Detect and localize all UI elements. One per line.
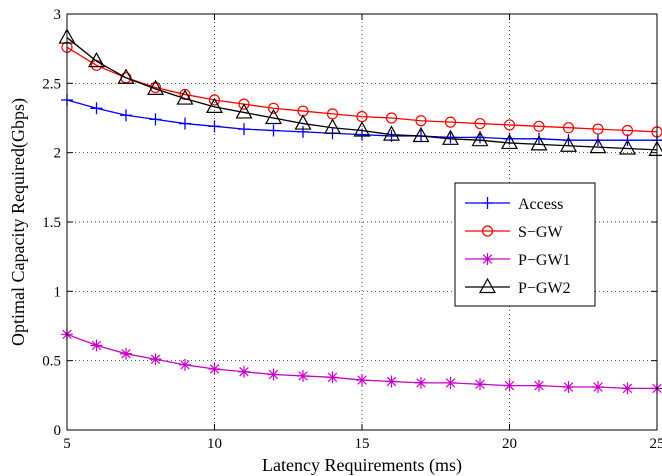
y-axis-title: Optimal Capacity Required(Gbps): [8, 98, 29, 346]
legend-marker: [481, 197, 494, 209]
x-tick-label: 10: [207, 436, 222, 452]
data-point: [471, 130, 489, 147]
data-point: [297, 125, 309, 138]
data-point: [323, 118, 342, 134]
data-point: [592, 123, 604, 135]
legend-entry: P−GW1: [465, 252, 571, 269]
series-Access: [61, 93, 662, 147]
data-point: [415, 376, 427, 389]
x-tick-label: 15: [355, 436, 370, 452]
data-point: [500, 133, 519, 150]
series-P−GW1: [61, 328, 662, 395]
data-point: [562, 134, 575, 147]
x-tick-label: 25: [650, 436, 662, 452]
legend-label: P−GW1: [518, 252, 571, 269]
data-point: [503, 379, 516, 392]
data-point: [87, 51, 106, 68]
data-point: [533, 379, 545, 392]
legend-label: P−GW2: [518, 280, 571, 297]
data-point: [238, 365, 250, 378]
data-point: [117, 68, 135, 84]
data-point: [562, 381, 575, 394]
x-axis-title: Latency Requirements (ms): [262, 455, 462, 476]
data-point: [120, 109, 132, 122]
data-point: [146, 79, 165, 95]
data-point: [589, 137, 607, 154]
legend: Access S−GW P−GW1 P−GW2: [454, 182, 596, 307]
data-point: [149, 113, 162, 126]
y-tick-label: 1.5: [42, 215, 61, 231]
data-point: [356, 374, 368, 387]
series-group: [58, 28, 662, 395]
data-point: [415, 115, 427, 127]
data-point: [326, 371, 339, 384]
y-tick-label: 3: [54, 7, 62, 23]
data-point: [208, 94, 221, 106]
data-point: [205, 97, 224, 114]
data-point: [444, 376, 457, 389]
data-point: [179, 117, 191, 130]
data-point: [648, 140, 662, 156]
data-point: [90, 102, 103, 115]
data-point: [385, 375, 398, 388]
data-point: [385, 112, 398, 124]
data-point: [474, 378, 486, 391]
data-point: [208, 362, 221, 375]
data-point: [176, 89, 194, 105]
y-tick-label: 2: [54, 146, 62, 162]
data-point: [267, 368, 280, 381]
data-point: [533, 120, 545, 132]
tick-labels: 5 10 15 20 25 0 0.5 1 1.5 2 2.5 3: [42, 7, 662, 452]
data-point: [559, 136, 578, 152]
legend-marker: [481, 225, 494, 237]
x-tick-label: 5: [63, 436, 71, 452]
legend-marker: [481, 253, 494, 265]
data-point: [297, 369, 309, 382]
data-point: [267, 102, 280, 114]
legend-entry: S−GW: [465, 224, 563, 241]
data-point: [353, 121, 371, 137]
data-point: [621, 382, 634, 395]
legend-label: Access: [518, 196, 563, 213]
y-tick-label: 1: [54, 284, 62, 300]
data-point: [621, 124, 634, 137]
series-P−GW2: [58, 28, 662, 156]
data-point: [90, 59, 103, 71]
data-point: [444, 116, 457, 128]
data-point: [179, 358, 191, 371]
x-tick-label: 20: [502, 436, 517, 452]
data-point: [294, 114, 312, 130]
data-point: [503, 119, 516, 131]
y-tick-label: 0.5: [42, 354, 61, 370]
data-point: [412, 126, 430, 143]
data-point: [90, 339, 103, 352]
data-point: [530, 135, 548, 151]
plot-frame: [66, 13, 658, 431]
series-line: [66, 37, 658, 151]
legend-entry: P−GW2: [465, 277, 571, 297]
data-point: [264, 108, 283, 125]
legend-label: S−GW: [518, 224, 563, 241]
data-point: [238, 123, 250, 136]
y-tick-label: 0: [54, 423, 62, 439]
y-tick-label: 2.5: [42, 76, 61, 92]
data-point: [533, 132, 545, 145]
legend-entry: Access: [465, 196, 563, 213]
data-point: [474, 117, 486, 130]
data-point: [562, 122, 575, 134]
data-point: [120, 347, 132, 360]
data-point: [149, 353, 162, 366]
data-point: [382, 125, 401, 141]
data-point: [267, 124, 280, 137]
legend-marker: [478, 277, 497, 294]
series-line: [66, 46, 658, 133]
data-point: [235, 103, 253, 119]
data-point: [238, 98, 250, 110]
data-point: [208, 120, 221, 133]
data-point: [592, 381, 604, 394]
data-point: [441, 129, 460, 145]
data-point: [618, 139, 637, 155]
